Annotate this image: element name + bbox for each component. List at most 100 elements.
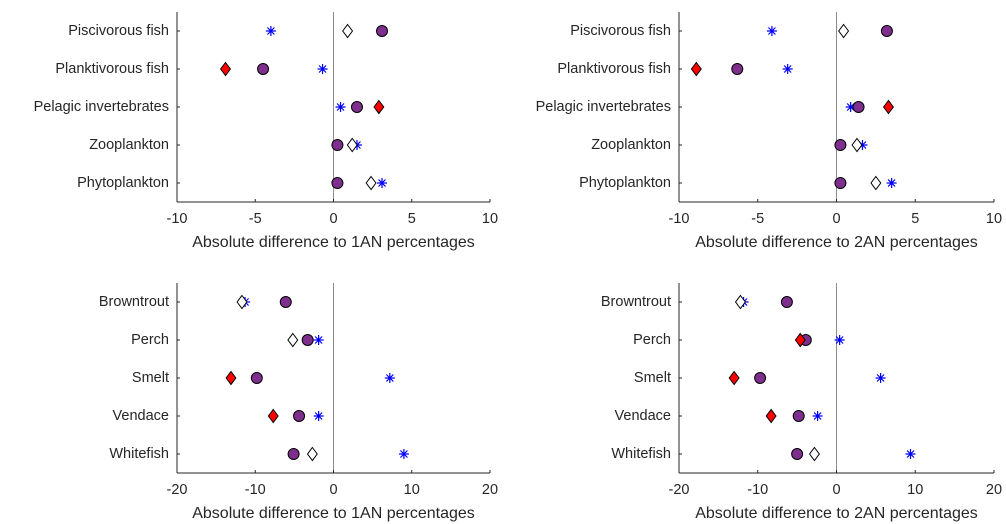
y-tick-label: Phytoplankton xyxy=(579,175,671,191)
x-tick-label: -10 xyxy=(167,211,188,227)
circle-marker xyxy=(293,410,306,422)
x-tick-label: 0 xyxy=(832,482,840,498)
diamond-marker xyxy=(220,61,232,77)
x-tick-label: 0 xyxy=(329,211,337,227)
circle-marker xyxy=(301,334,314,346)
x-tick-label: 20 xyxy=(986,482,1002,498)
circle-marker xyxy=(880,25,893,37)
circle-marker xyxy=(852,101,865,113)
diamond-marker xyxy=(342,23,354,39)
y-tick-label: Vendace xyxy=(113,408,169,424)
asterisk-marker xyxy=(377,178,388,188)
x-axis-label: Absolute difference to 1AN percentages xyxy=(192,505,475,522)
circle-marker xyxy=(287,448,300,460)
y-tick-label: Smelt xyxy=(132,370,169,386)
diamond-marker xyxy=(287,332,299,348)
circle-marker xyxy=(731,63,744,75)
y-tick-label: Zooplankton xyxy=(591,137,671,153)
x-tick-label: -10 xyxy=(747,482,768,498)
diamond-marker xyxy=(346,137,358,153)
diamond-marker xyxy=(373,99,385,115)
x-tick-label: -5 xyxy=(249,211,262,227)
x-tick-label: 0 xyxy=(832,211,840,227)
circle-marker xyxy=(834,139,847,151)
x-tick-label: 5 xyxy=(911,211,919,227)
diamond-marker xyxy=(808,446,820,462)
asterisk-marker xyxy=(766,26,777,36)
diamond-marker xyxy=(734,294,746,310)
circle-marker xyxy=(376,25,389,37)
y-tick-label: Whitefish xyxy=(611,446,671,462)
circle-marker xyxy=(250,372,263,384)
circle-marker xyxy=(780,296,793,308)
circle-marker xyxy=(331,177,344,189)
y-tick-label: Pelagic invertebrates xyxy=(34,99,169,115)
diamond-marker xyxy=(728,370,740,386)
circle-marker xyxy=(792,410,805,422)
asterisk-marker xyxy=(782,64,793,74)
asterisk-marker xyxy=(317,64,328,74)
y-tick-label: Smelt xyxy=(634,370,671,386)
x-axis-label: Absolute difference to 2AN percentages xyxy=(695,234,978,251)
x-tick-label: -5 xyxy=(751,211,764,227)
asterisk-marker xyxy=(812,411,823,421)
y-tick-label: Perch xyxy=(633,332,671,348)
circle-marker xyxy=(791,448,804,460)
circle-marker xyxy=(279,296,292,308)
asterisk-marker xyxy=(265,26,276,36)
asterisk-marker xyxy=(845,102,856,112)
y-tick-label: Planktivorous fish xyxy=(55,61,169,77)
diamond-marker xyxy=(794,332,806,348)
asterisk-marker xyxy=(857,140,868,150)
x-tick-label: 10 xyxy=(482,211,498,227)
x-tick-label: 5 xyxy=(408,211,416,227)
x-tick-label: -20 xyxy=(167,482,188,498)
y-tick-label: Browntrout xyxy=(601,294,671,310)
x-tick-label: 10 xyxy=(404,482,420,498)
diamond-marker xyxy=(225,370,237,386)
asterisk-marker xyxy=(905,449,916,459)
diamond-marker xyxy=(365,175,377,191)
x-tick-label: -20 xyxy=(669,482,690,498)
circle-marker xyxy=(331,139,344,151)
x-tick-label: 20 xyxy=(482,482,498,498)
diamond-marker xyxy=(690,61,702,77)
diamond-marker xyxy=(267,408,279,424)
asterisk-marker xyxy=(384,373,395,383)
asterisk-marker xyxy=(313,335,324,345)
y-tick-label: Perch xyxy=(131,332,169,348)
y-tick-label: Pelagic invertebrates xyxy=(536,99,671,115)
asterisk-marker xyxy=(398,449,409,459)
asterisk-marker xyxy=(313,411,324,421)
x-tick-label: -10 xyxy=(669,211,690,227)
x-tick-label: 10 xyxy=(907,482,923,498)
circle-marker xyxy=(754,372,767,384)
x-tick-label: 0 xyxy=(329,482,337,498)
y-tick-label: Zooplankton xyxy=(89,137,169,153)
y-tick-label: Phytoplankton xyxy=(77,175,169,191)
circle-marker xyxy=(257,63,270,75)
y-tick-label: Vendace xyxy=(615,408,671,424)
x-tick-label: -10 xyxy=(245,482,266,498)
diamond-marker xyxy=(236,294,248,310)
y-tick-label: Planktivorous fish xyxy=(557,61,671,77)
y-tick-label: Whitefish xyxy=(109,446,169,462)
asterisk-marker xyxy=(335,102,346,112)
diamond-marker xyxy=(882,99,894,115)
y-tick-label: Browntrout xyxy=(99,294,169,310)
diamond-marker xyxy=(765,408,777,424)
diamond-marker xyxy=(306,446,318,462)
circle-marker xyxy=(834,177,847,189)
y-tick-label: Piscivorous fish xyxy=(68,23,169,39)
x-axis-label: Absolute difference to 1AN percentages xyxy=(192,234,475,251)
x-axis-label: Absolute difference to 2AN percentages xyxy=(695,505,978,522)
diamond-marker xyxy=(851,137,863,153)
x-tick-label: 10 xyxy=(986,211,1002,227)
circle-marker xyxy=(350,101,363,113)
y-tick-label: Piscivorous fish xyxy=(570,23,671,39)
asterisk-marker xyxy=(834,335,845,345)
diamond-marker xyxy=(870,175,882,191)
diamond-marker xyxy=(838,23,850,39)
asterisk-marker xyxy=(875,373,886,383)
